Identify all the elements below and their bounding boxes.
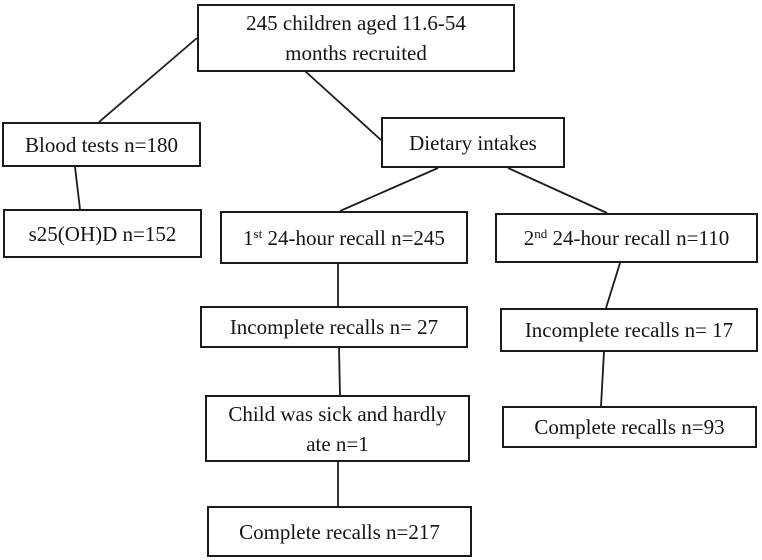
node-incomplete-recalls-2: Incomplete recalls n= 17	[500, 308, 758, 352]
edge-dietary-recall2	[507, 167, 608, 214]
node-second-recall-label: 2nd 24-hour recall n=110	[524, 223, 729, 253]
node-child-sick: Child was sick and hardly ate n=1	[205, 395, 470, 462]
edge-incomplete2-complete2	[600, 351, 605, 407]
node-blood-tests: Blood tests n=180	[2, 122, 201, 167]
node-complete-recalls-1: Complete recalls n=217	[207, 506, 472, 557]
node-complete-recalls-1-label: Complete recalls n=217	[239, 519, 440, 544]
node-child-sick-line2: ate n=1	[306, 431, 369, 456]
node-recruited-line2: months recruited	[285, 41, 427, 65]
node-second-recall-text: 24-hour recall n=110	[547, 226, 730, 250]
node-blood-tests-label: Blood tests n=180	[24, 132, 179, 157]
node-second-recall-ordinal: nd	[534, 226, 548, 241]
node-incomplete-recalls-2-label: Incomplete recalls n= 17	[524, 318, 734, 342]
node-dietary-intakes: Dietary intakes	[381, 117, 565, 168]
node-recruited-line1: 245 children aged 11.6-54	[246, 11, 466, 35]
node-child-sick-line1: Child was sick and hardly	[228, 401, 447, 426]
node-complete-recalls-2-label: Complete recalls n=93	[534, 415, 725, 439]
node-s25ohd: s25(OH)D n=152	[3, 209, 202, 258]
node-s25ohd-label: s25(OH)D n=152	[28, 221, 177, 246]
node-first-recall: 1st 24-hour recall n=245	[220, 211, 468, 264]
node-first-recall-number: 1	[243, 225, 254, 250]
edge-recall2-incomplete2	[605, 262, 621, 309]
edge-dietary-recall1	[339, 167, 439, 212]
edge-recruited-dietary	[304, 70, 382, 141]
node-incomplete-recalls-1-label: Incomplete recalls n= 27	[229, 315, 439, 339]
node-incomplete-recalls-1: Incomplete recalls n= 27	[200, 306, 468, 348]
node-first-recall-text: 24-hour recall n=245	[262, 225, 445, 250]
node-complete-recalls-2: Complete recalls n=93	[502, 406, 757, 448]
node-second-recall: 2nd 24-hour recall n=110	[495, 213, 758, 263]
edge-incomplete1-sick	[338, 347, 341, 396]
edge-blood-s25	[74, 166, 81, 210]
node-first-recall-ordinal: st	[253, 225, 263, 241]
node-recruited: 245 children aged 11.6-54 months recruit…	[197, 4, 515, 72]
edge-recruited-blood	[98, 37, 198, 123]
node-second-recall-number: 2	[523, 226, 535, 250]
node-first-recall-label: 1st 24-hour recall n=245	[243, 223, 445, 253]
node-dietary-intakes-label: Dietary intakes	[409, 130, 537, 155]
